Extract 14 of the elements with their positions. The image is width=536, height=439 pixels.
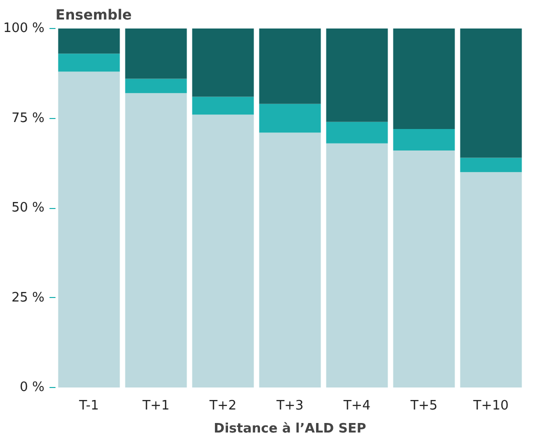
x-tick-label: T+4 [342,398,371,414]
y-tick-label: 0 % [20,380,45,395]
chart-title: Ensemble [56,8,132,24]
x-tick-label: T+3 [275,398,304,414]
x-tick-label: T+2 [208,398,237,414]
x-axis-title: Distance à l’ALD SEP [214,422,366,436]
y-tick-label: 25 % [11,290,45,306]
y-tick-label: 75 % [11,110,45,126]
x-tick-label: T+5 [409,398,438,414]
x-tick-label: T+1 [141,398,170,414]
x-tick-label: T-1 [78,398,99,414]
y-tick-label: 50 % [11,200,45,216]
y-tick-label: 100 % [3,21,45,36]
x-tick-label: T+10 [472,398,509,414]
